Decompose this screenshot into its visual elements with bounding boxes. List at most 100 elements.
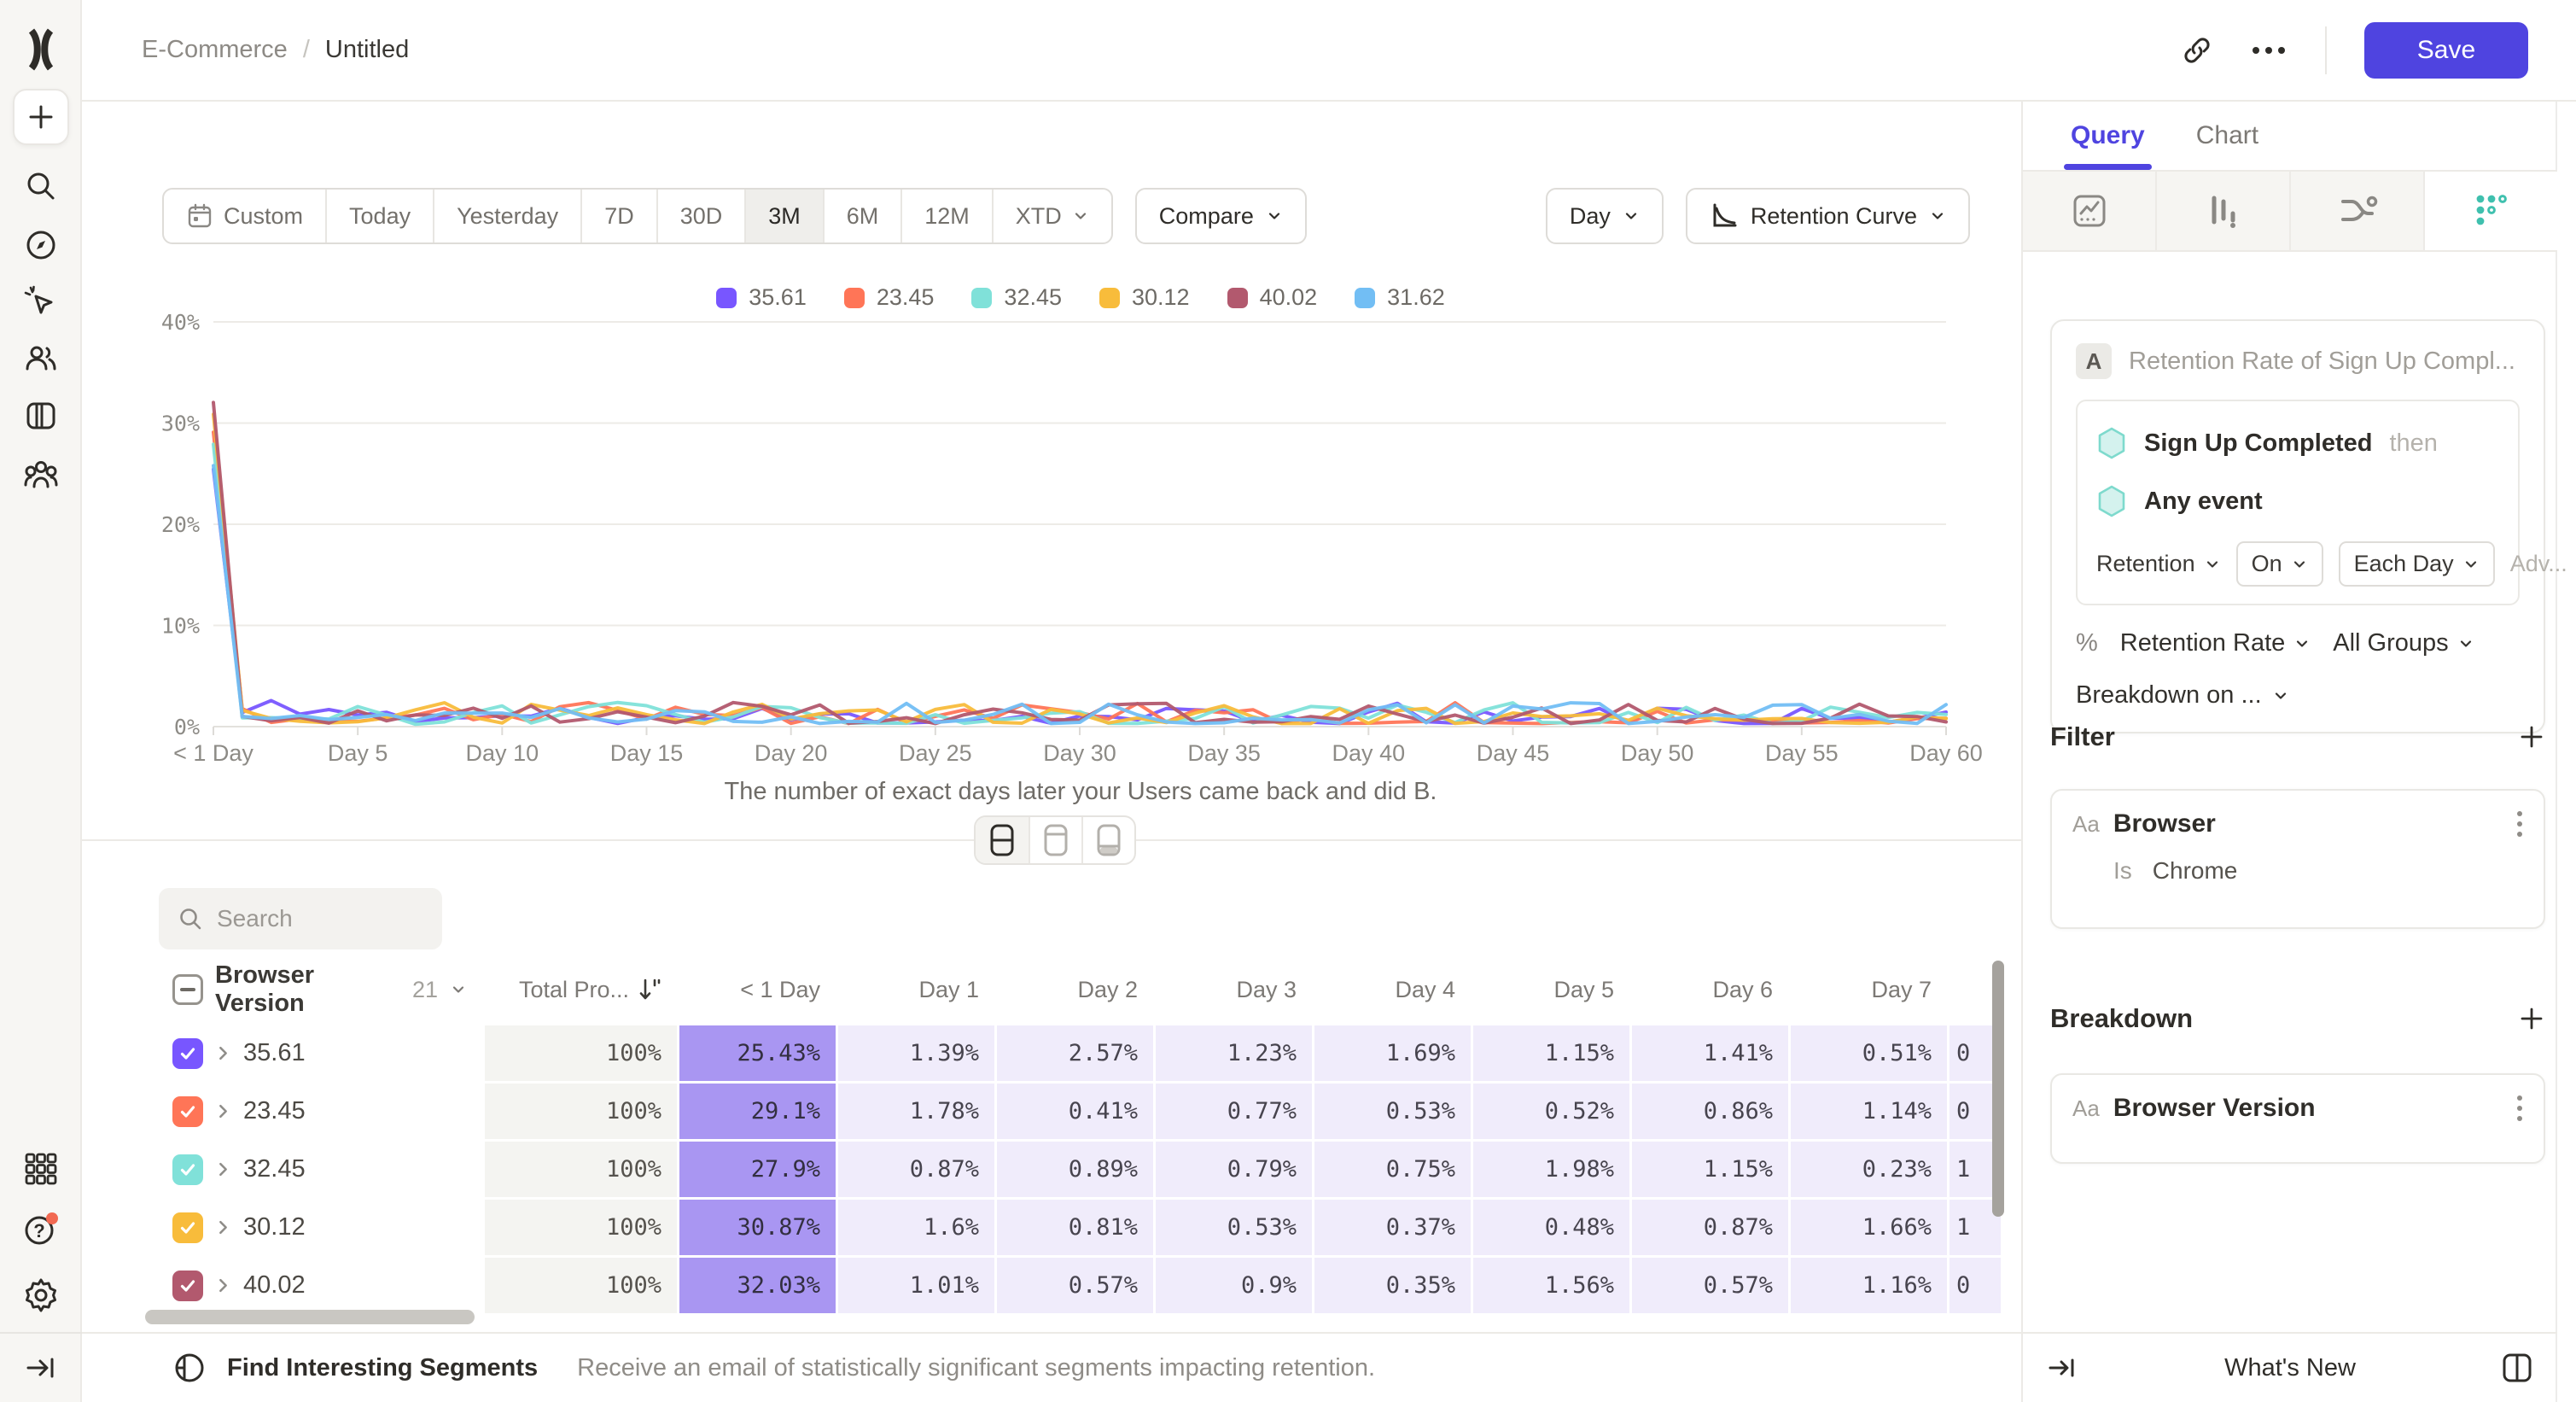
table-header-row: Browser Version 21 Total Pro... < 1 Day Day …: [162, 954, 2001, 1025]
new-report-button[interactable]: [13, 89, 69, 145]
table-horizontal-scrollbar[interactable]: [145, 1310, 475, 1324]
checkbox-indeterminate[interactable]: [172, 974, 203, 1005]
row-checkbox[interactable]: [172, 1212, 203, 1243]
range-7d[interactable]: 7D: [580, 190, 656, 242]
breakdown-property[interactable]: Browser Version: [2113, 1094, 2316, 1122]
row-checkbox[interactable]: [172, 1154, 203, 1185]
retention-bucket-dropdown[interactable]: Each Day: [2338, 541, 2495, 587]
row-label: 23.45: [243, 1097, 306, 1125]
save-button[interactable]: Save: [2364, 21, 2528, 79]
filter-operator[interactable]: Is: [2113, 857, 2132, 884]
collapse-sidebar-button[interactable]: [0, 1351, 82, 1385]
table-row-23.45: 23.45 100% 29.1% 1.78% 0.41% 0.77% 0.53% 0.52% 0…: [162, 1084, 2001, 1139]
breadcrumb-parent[interactable]: E-Commerce: [142, 36, 288, 63]
row-expand-chevron[interactable]: [217, 1160, 230, 1178]
search-nav-button[interactable]: [0, 167, 82, 205]
range-3m[interactable]: 3M: [744, 190, 823, 242]
cell-col5: 0.37%: [1314, 1200, 1471, 1255]
kebab-menu-icon[interactable]: [2516, 1094, 2523, 1123]
chart-type-funnels[interactable]: [2155, 172, 2289, 250]
svg-text:Day 10: Day 10: [466, 740, 539, 766]
row-expand-chevron[interactable]: [217, 1102, 230, 1120]
event-steps-box: Sign Up Completed then Any event Retenti…: [2076, 400, 2567, 605]
legend-label: 30.12: [1132, 284, 1190, 310]
boards-nav-button[interactable]: [0, 397, 82, 435]
column-header-Day 3: Day 3: [1236, 976, 1297, 1002]
retention-on-dropdown[interactable]: On: [2235, 541, 2323, 587]
whats-new-link[interactable]: What's New: [2224, 1353, 2356, 1382]
metric-dropdown[interactable]: Retention Rate: [2120, 629, 2311, 657]
range-custom[interactable]: Custom: [164, 190, 325, 242]
legend-item-31.62[interactable]: 31.62: [1355, 284, 1445, 311]
retention-type-dropdown[interactable]: Retention: [2096, 551, 2221, 577]
svg-text:Day 40: Day 40: [1332, 740, 1406, 766]
filter-card[interactable]: Aa Browser Is Chrome: [2050, 789, 2545, 929]
advanced-dropdown[interactable]: Adv...: [2510, 551, 2576, 577]
retention-dots-icon: [2476, 195, 2507, 225]
cell-col4: 1.23%: [1156, 1025, 1312, 1081]
row-checkbox[interactable]: [172, 1270, 203, 1301]
settings-button[interactable]: [0, 1275, 82, 1312]
legend-item-32.45[interactable]: 32.45: [971, 284, 1062, 311]
legend-item-35.61[interactable]: 35.61: [716, 284, 807, 311]
row-checkbox[interactable]: [172, 1037, 203, 1069]
chart-type-flows[interactable]: [2289, 172, 2423, 250]
row-expand-chevron[interactable]: [217, 1218, 230, 1236]
breadcrumb-current[interactable]: Untitled: [324, 36, 410, 63]
range-today[interactable]: Today: [325, 190, 433, 242]
range-yesterday[interactable]: Yesterday: [433, 190, 580, 242]
legend-item-30.12[interactable]: 30.12: [1099, 284, 1190, 311]
chart-type-retention[interactable]: [2423, 172, 2557, 250]
apps-nav-button[interactable]: [0, 1150, 82, 1188]
more-menu-button[interactable]: [2250, 44, 2288, 56]
range-6m[interactable]: 6M: [822, 190, 901, 242]
layout-chart-only-button[interactable]: [1029, 817, 1081, 863]
granularity-dropdown[interactable]: Day: [1545, 188, 1664, 244]
collapse-panel-icon[interactable]: [2047, 1352, 2078, 1383]
breakdown-on-dropdown[interactable]: Breakdown on ...: [2076, 681, 2520, 710]
copy-link-button[interactable]: [2182, 35, 2212, 66]
range-30d[interactable]: 30D: [656, 190, 745, 242]
kebab-menu-icon[interactable]: [2516, 809, 2523, 838]
layout-split-button[interactable]: [976, 817, 1029, 863]
discover-nav-button[interactable]: [0, 226, 82, 264]
table-search[interactable]: [159, 888, 442, 949]
search-input[interactable]: [217, 905, 413, 932]
range-12m[interactable]: 12M: [900, 190, 992, 242]
row-chevron-icon: [219, 1220, 227, 1235]
add-breakdown-button[interactable]: [2518, 1005, 2545, 1032]
row-expand-chevron[interactable]: [217, 1044, 230, 1062]
filter-value[interactable]: Chrome: [2152, 857, 2238, 884]
query-title[interactable]: Retention Rate of Sign Up Compl...: [2129, 347, 2515, 375]
panel-toggle-icon[interactable]: [2501, 1351, 2533, 1385]
layout-table-only-button[interactable]: [1081, 817, 1134, 863]
group-column-label[interactable]: Browser Version: [215, 961, 315, 1017]
table-vertical-scrollbar[interactable]: [1992, 961, 2004, 1217]
legend-swatch: [843, 287, 865, 308]
cohorts-nav-button[interactable]: [0, 456, 82, 494]
chart-view-dropdown[interactable]: Retention Curve: [1685, 188, 1970, 244]
event-step-1[interactable]: Sign Up Completed then: [2096, 418, 2499, 468]
range-xtd[interactable]: XTD: [991, 190, 1111, 242]
legend-item-40.02[interactable]: 40.02: [1227, 284, 1317, 311]
events-nav-button[interactable]: [0, 284, 82, 322]
filter-property[interactable]: Browser: [2113, 809, 2216, 838]
interesting-segments-bar[interactable]: Find Interesting Segments Receive an ema…: [82, 1332, 2021, 1402]
help-button[interactable]: ?: [0, 1209, 82, 1250]
column-header-Total Pro...[interactable]: Total Pro...: [485, 954, 677, 1025]
row-checkbox[interactable]: [172, 1095, 203, 1127]
compare-button[interactable]: Compare: [1134, 188, 1307, 244]
row-expand-chevron[interactable]: [217, 1276, 230, 1294]
cell-col7: 0.87%: [1632, 1200, 1788, 1255]
groups-dropdown[interactable]: All Groups: [2333, 629, 2474, 657]
users-nav-button[interactable]: [0, 340, 82, 377]
svg-text:< 1 Day: < 1 Day: [173, 740, 254, 766]
tab-chart[interactable]: Chart: [2195, 121, 2259, 149]
tab-query[interactable]: Query: [2064, 102, 2152, 170]
breakdown-card[interactable]: Aa Browser Version: [2050, 1073, 2545, 1164]
add-filter-button[interactable]: [2518, 723, 2545, 751]
legend-item-23.45[interactable]: 23.45: [843, 284, 934, 311]
event-step-2[interactable]: Any event: [2096, 476, 2499, 526]
cell-col1: 30.87%: [679, 1200, 836, 1255]
chart-type-insights[interactable]: [2023, 172, 2155, 250]
